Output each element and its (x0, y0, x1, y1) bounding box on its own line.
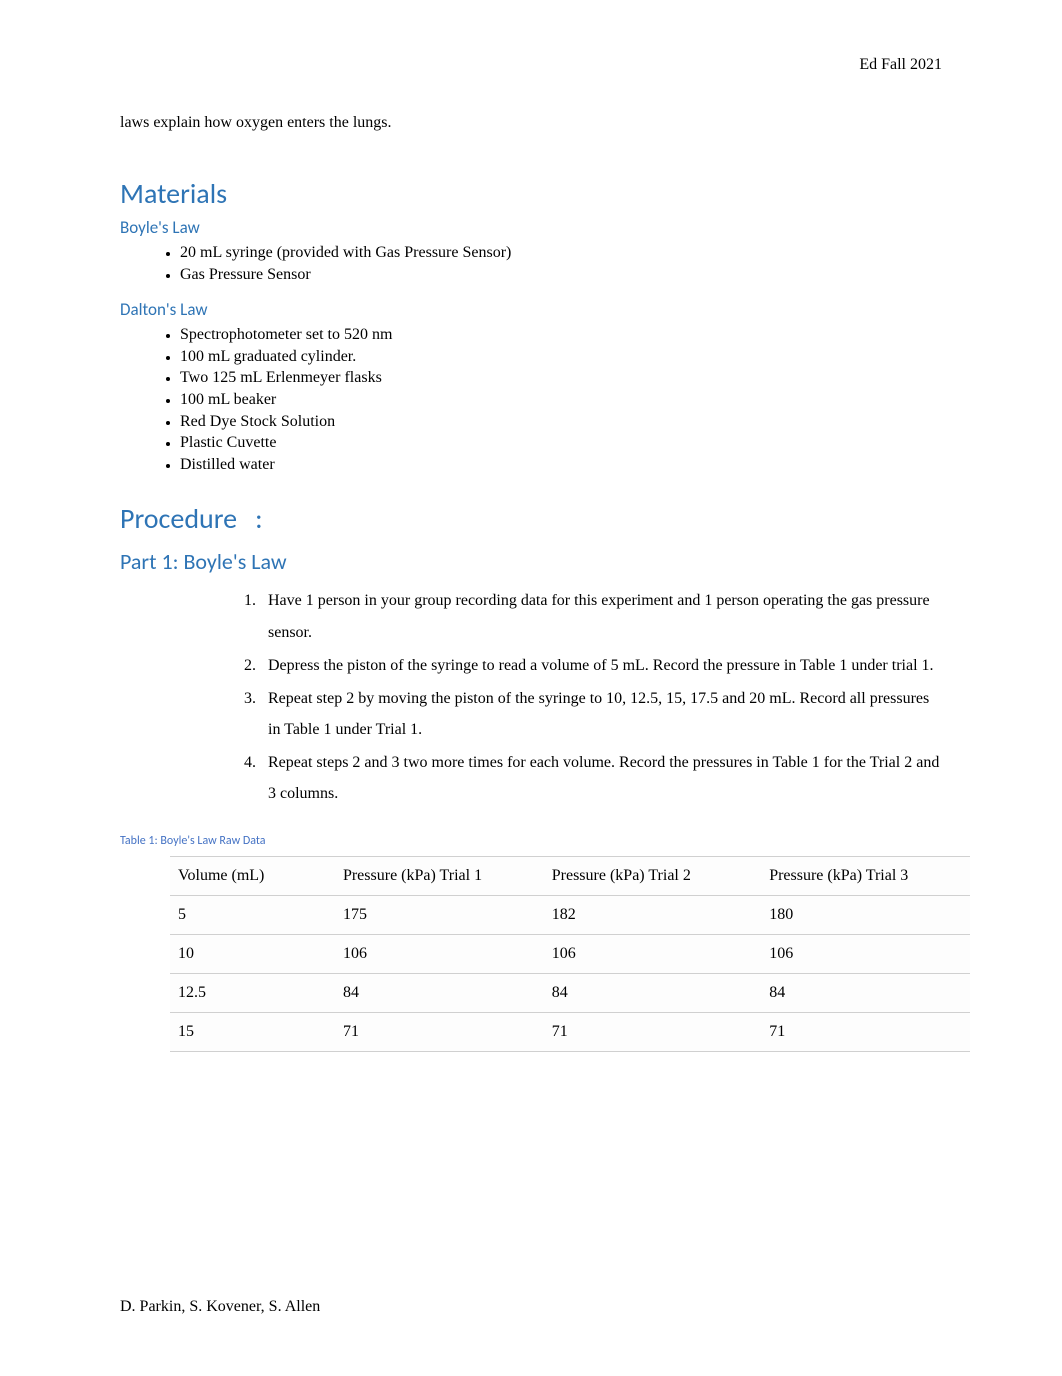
procedure-heading: Procedure: (120, 501, 942, 536)
procedure-steps: Have 1 person in your group recording da… (120, 585, 942, 809)
table-cell: 84 (335, 973, 544, 1012)
table-caption: Table 1: Boyle's Law Raw Data (120, 834, 942, 848)
table-cell: 5 (170, 895, 335, 934)
table-cell: 71 (335, 1012, 544, 1051)
list-item: 20 mL syringe (provided with Gas Pressur… (180, 242, 942, 264)
table-cell: 71 (544, 1012, 761, 1051)
boyle-materials-list: 20 mL syringe (provided with Gas Pressur… (120, 242, 942, 285)
list-item: Have 1 person in your group recording da… (260, 585, 942, 647)
table-cell: 15 (170, 1012, 335, 1051)
procedure-title-text: Procedure (120, 501, 237, 536)
part1-heading: Part 1: Boyle's Law (120, 548, 942, 575)
table-cell: 182 (544, 895, 761, 934)
table-header-cell: Pressure (kPa) Trial 2 (544, 856, 761, 895)
table-cell: 84 (544, 973, 761, 1012)
list-item: Gas Pressure Sensor (180, 264, 942, 286)
table-row: 12.5 84 84 84 (170, 973, 970, 1012)
list-item: Depress the piston of the syringe to rea… (260, 650, 942, 681)
list-item: Spectrophotometer set to 520 nm (180, 324, 942, 346)
table-header-cell: Volume (mL) (170, 856, 335, 895)
intro-text: laws explain how oxygen enters the lungs… (120, 114, 942, 132)
table-cell: 106 (335, 934, 544, 973)
procedure-colon: : (255, 501, 263, 536)
boyle-law-table: Volume (mL) Pressure (kPa) Trial 1 Press… (170, 856, 970, 1052)
list-item: 100 mL beaker (180, 389, 942, 411)
table-cell: 12.5 (170, 973, 335, 1012)
list-item: Plastic Cuvette (180, 432, 942, 454)
list-item: Two 125 mL Erlenmeyer flasks (180, 367, 942, 389)
list-item: Repeat step 2 by moving the piston of th… (260, 683, 942, 745)
table-cell: 106 (544, 934, 761, 973)
table-header-row: Volume (mL) Pressure (kPa) Trial 1 Press… (170, 856, 970, 895)
table-row: 5 175 182 180 (170, 895, 970, 934)
table-cell: 84 (761, 973, 970, 1012)
page-header-right: Ed Fall 2021 (859, 56, 942, 74)
dalton-law-subheading: Dalton's Law (120, 299, 942, 320)
table-cell: 180 (761, 895, 970, 934)
list-item: 100 mL graduated cylinder. (180, 346, 942, 368)
page-footer: D. Parkin, S. Kovener, S. Allen (120, 1298, 320, 1316)
table-row: 10 106 106 106 (170, 934, 970, 973)
table-cell: 10 (170, 934, 335, 973)
boyle-law-subheading: Boyle's Law (120, 217, 942, 238)
table-cell: 175 (335, 895, 544, 934)
list-item: Repeat steps 2 and 3 two more times for … (260, 747, 942, 809)
dalton-materials-list: Spectrophotometer set to 520 nm 100 mL g… (120, 324, 942, 475)
list-item: Red Dye Stock Solution (180, 411, 942, 433)
materials-heading: Materials (120, 176, 942, 211)
table-cell: 106 (761, 934, 970, 973)
table-header-cell: Pressure (kPa) Trial 1 (335, 856, 544, 895)
table-cell: 71 (761, 1012, 970, 1051)
table-header-cell: Pressure (kPa) Trial 3 (761, 856, 970, 895)
table-row: 15 71 71 71 (170, 1012, 970, 1051)
list-item: Distilled water (180, 454, 942, 476)
